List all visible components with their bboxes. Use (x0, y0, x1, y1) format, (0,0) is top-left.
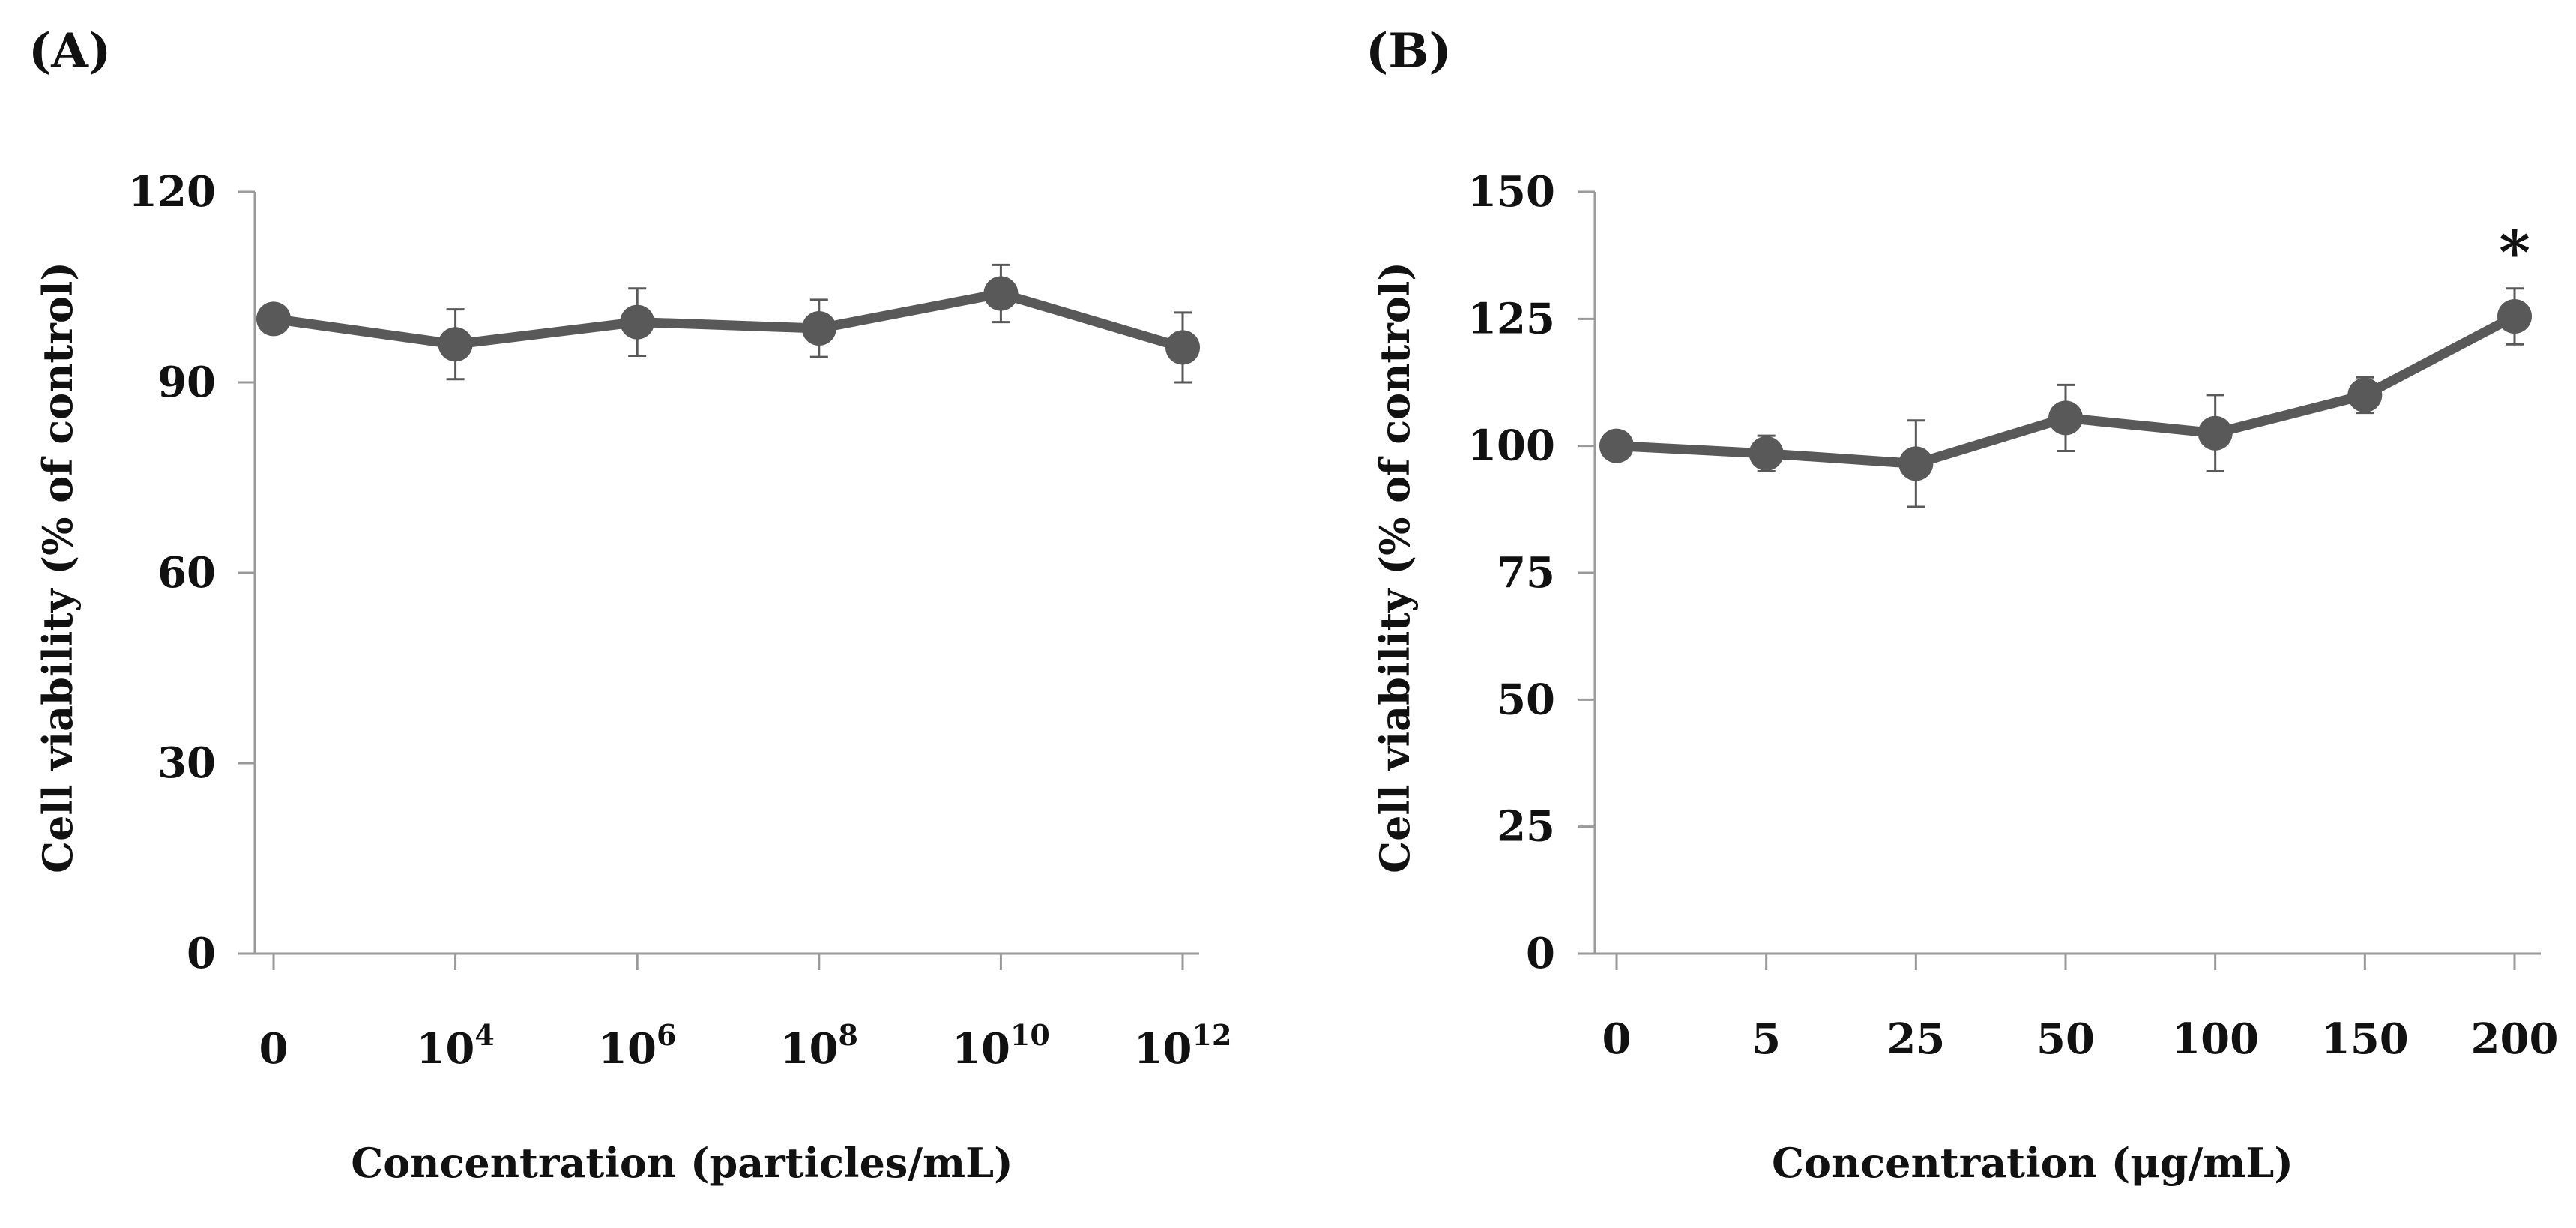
panel-b-data-point (2048, 400, 2083, 436)
panel-b-label: (B) (1366, 23, 1452, 79)
panel-a-x-tick-label: 1012 (1134, 1018, 1232, 1074)
panel-a-data-point (256, 301, 291, 337)
panel-b-plot-area: 0 25 50 75 100 125 150 0 5 25 50 100 150 200 * (1468, 167, 2558, 1064)
panel-b-x-tick-label: 200 (2471, 1014, 2559, 1064)
panel-b-x-tick-label: 5 (1752, 1014, 1781, 1064)
panel-a-data-point (620, 304, 655, 340)
panel-b-significance-marker: * (2499, 217, 2530, 288)
panel-b-x-tick-label: 100 (2171, 1014, 2259, 1064)
panel-a-data-point (801, 311, 836, 346)
panel-a-y-tick-label: 0 (187, 929, 216, 978)
panel-a-y-tick-label: 30 (157, 738, 216, 788)
panel-b-y-tick-label: 50 (1497, 675, 1555, 724)
panel-a-data-point (1165, 330, 1200, 365)
panel-b-data-point (2497, 298, 2532, 334)
panel-b-x-axis-label: Concentration (μg/mL) (1772, 1139, 2293, 1187)
panel-a-x-tick-label: 106 (598, 1018, 676, 1074)
panel-b-data-point (2198, 415, 2233, 451)
panel-b-x-tick-label: 150 (2321, 1014, 2409, 1064)
panel-a-series-line (268, 288, 1188, 352)
panel-a-data-point (438, 327, 473, 362)
panel-a-data-point (983, 276, 1019, 311)
panel-a-x-tick-label: 0 (259, 1024, 289, 1074)
panel-b-y-tick-label: 25 (1497, 802, 1555, 852)
panel-b-y-tick-label: 150 (1468, 167, 1555, 217)
panel-b-y-tick-label: 125 (1468, 294, 1555, 343)
panel-b-data-point (1599, 428, 1634, 463)
panel-a-x-tick-label: 1010 (952, 1018, 1050, 1074)
panel-b-data-point (2347, 377, 2383, 412)
panel-b-y-tick-label: 100 (1468, 421, 1555, 471)
panel-b-x-tick-label: 0 (1602, 1014, 1632, 1064)
panel-b-x-tick-label: 25 (1886, 1014, 1945, 1064)
panel-a-x-axis-label: Concentration (particles/mL) (351, 1139, 1013, 1187)
panel-b-y-axis-label: Cell viability (% of control) (1371, 262, 1419, 873)
panel-a-x-tick-label: 108 (780, 1018, 858, 1074)
panel-a: (A) Cell viability (% of control) Concen… (28, 23, 1231, 1187)
panel-b-data-point (1749, 436, 1784, 471)
panel-b-data-point (1898, 446, 1934, 481)
panel-a-y-tick-label: 120 (128, 167, 216, 217)
panel-a-plot-area: 0 30 60 90 120 0 104 106 108 1010 1012 (128, 167, 1231, 1074)
panel-b-y-tick-label: 75 (1497, 548, 1555, 598)
panel-b-y-tick-label: 0 (1526, 929, 1555, 978)
panel-b: (B) Cell viability (% of control) Concen… (1366, 23, 2558, 1187)
panel-a-y-axis-label: Cell viability (% of control) (34, 262, 82, 873)
panel-a-label: (A) (28, 23, 111, 79)
panel-a-y-tick-label: 60 (157, 548, 216, 598)
panel-a-x-tick-label: 104 (416, 1018, 494, 1074)
panel-a-y-tick-label: 90 (157, 358, 216, 407)
panel-b-x-tick-label: 50 (2036, 1014, 2095, 1064)
